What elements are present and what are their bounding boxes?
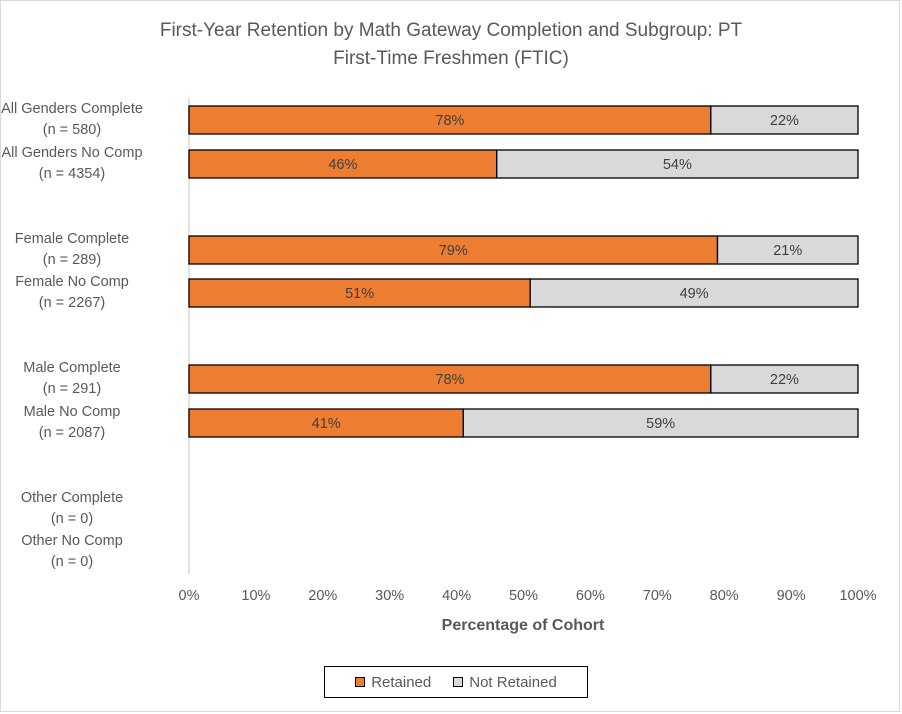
- x-tick-label: 90%: [776, 588, 806, 604]
- x-tick-label: 60%: [575, 588, 605, 604]
- bar-not-retained-0: [710, 105, 859, 135]
- data-label-not-retained-1: 54%: [663, 157, 692, 173]
- category-count: (n = 2087): [38, 425, 106, 441]
- bar-not-retained-2: [716, 235, 859, 265]
- data-label-retained-4: 78%: [435, 372, 464, 388]
- category-count: (n = 289): [42, 252, 102, 268]
- bar-retained-1: [188, 149, 498, 179]
- x-tick-label: 0%: [178, 588, 200, 604]
- category-name: All Genders Complete: [1, 101, 143, 117]
- bar-not-retained-5: [462, 408, 859, 438]
- data-label-not-retained-2: 21%: [773, 243, 802, 259]
- data-label-not-retained-4: 22%: [770, 372, 799, 388]
- x-tick-label: 40%: [442, 588, 472, 604]
- legend: Retained Not Retained: [324, 666, 588, 698]
- bar-not-retained-4: [710, 364, 859, 394]
- data-label-not-retained-5: 59%: [646, 416, 675, 432]
- category-label-0: All Genders Complete (n = 580): [0, 99, 172, 141]
- x-tick-label: 80%: [709, 588, 739, 604]
- data-label-retained-0: 78%: [435, 113, 464, 129]
- chart-title-line-1: First-Year Retention by Math Gateway Com…: [159, 20, 743, 41]
- category-name: Male No Comp: [23, 404, 121, 420]
- bar-not-retained-3: [529, 278, 859, 308]
- category-label-6: Other Complete (n = 0): [0, 488, 172, 530]
- x-tick-label: 30%: [375, 588, 405, 604]
- category-label-3: Female No Comp (n = 2267): [0, 272, 172, 314]
- x-axis-label: Percentage of Cohort: [441, 617, 605, 634]
- data-label-retained-1: 46%: [328, 157, 357, 173]
- legend-label-not-retained: Not Retained: [469, 673, 557, 691]
- category-label-7: Other No Comp (n = 0): [0, 531, 172, 573]
- category-name: Female Complete: [14, 231, 130, 247]
- legend-swatch-retained: [355, 677, 366, 687]
- bar-not-retained-1: [496, 149, 859, 179]
- category-name: Other Complete: [20, 490, 124, 506]
- category-name: Other No Comp: [21, 533, 123, 549]
- category-count: (n = 4354): [38, 166, 106, 182]
- data-label-retained-5: 41%: [312, 416, 341, 432]
- category-name: Female No Comp: [15, 274, 129, 290]
- legend-label-retained: Retained: [371, 673, 432, 691]
- category-label-5: Male No Comp (n = 2087): [0, 402, 172, 444]
- data-label-not-retained-3: 49%: [680, 286, 709, 302]
- data-label-retained-3: 51%: [345, 286, 374, 302]
- category-name: Male Complete: [23, 360, 121, 376]
- category-count: (n = 291): [42, 381, 102, 397]
- legend-swatch-not-retained: [453, 677, 464, 687]
- legend-item-retained: Retained: [355, 674, 431, 691]
- chart-title-line-2: First-Time Freshmen (FTIC): [333, 48, 569, 69]
- x-tick-label: 20%: [308, 588, 338, 604]
- category-label-4: Male Complete (n = 291): [0, 358, 172, 400]
- x-tick-label: 10%: [241, 588, 271, 604]
- bar-retained-2: [188, 235, 719, 265]
- category-count: (n = 580): [42, 122, 102, 138]
- category-label-1: All Genders No Comp (n = 4354): [0, 143, 172, 185]
- bar-retained-5: [188, 408, 464, 438]
- category-label-2: Female Complete (n = 289): [0, 229, 172, 271]
- x-tick-label: 50%: [508, 588, 539, 604]
- data-label-not-retained-0: 22%: [770, 113, 799, 129]
- x-tick-label: 70%: [642, 588, 672, 604]
- bar-retained-0: [188, 105, 712, 135]
- category-count: (n = 2267): [38, 295, 106, 311]
- legend-item-not-retained: Not Retained: [453, 674, 557, 691]
- bar-retained-3: [188, 278, 531, 308]
- category-count: (n = 0): [50, 554, 94, 570]
- x-tick-label: 100%: [839, 588, 877, 604]
- category-name: All Genders No Comp: [1, 145, 143, 161]
- category-count: (n = 0): [50, 511, 94, 527]
- data-label-retained-2: 79%: [439, 243, 468, 259]
